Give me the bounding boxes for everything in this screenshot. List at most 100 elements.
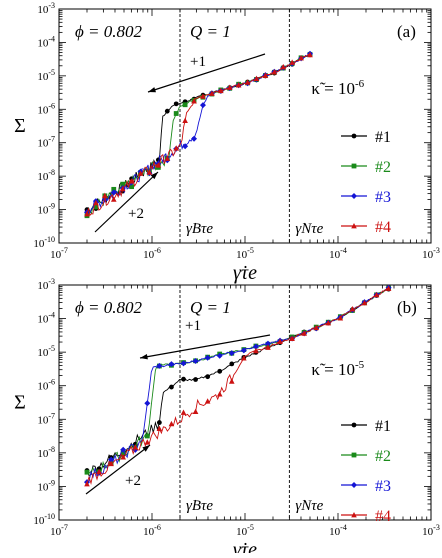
x-axis-title: γ̇τe bbox=[233, 539, 257, 553]
series-3 bbox=[83, 284, 392, 486]
arrow-decreasing-head bbox=[148, 87, 156, 93]
series-4-point bbox=[155, 162, 162, 168]
gamma-n-line-label: γ̇Nτe bbox=[295, 221, 323, 237]
series-4-point bbox=[168, 420, 175, 427]
phi-annotation: ϕ = 0.802 bbox=[75, 298, 143, 317]
series-4-point bbox=[244, 79, 251, 85]
series-4-point bbox=[108, 460, 114, 467]
series-2-point bbox=[111, 186, 117, 192]
legend-label-4: #4 bbox=[375, 508, 391, 525]
series-4-point bbox=[173, 145, 179, 151]
series-4-point bbox=[226, 84, 233, 90]
plot-frame bbox=[58, 8, 432, 244]
x-tick-label: 10-5 bbox=[236, 523, 254, 538]
series-3-point bbox=[144, 400, 151, 407]
y-tick-label: 10-9 bbox=[37, 478, 55, 493]
series-1-point bbox=[205, 374, 211, 380]
x-tick-label: 10-4 bbox=[329, 523, 347, 538]
series-3-point bbox=[240, 347, 247, 354]
series-4-point bbox=[182, 117, 188, 124]
arrow-decreasing-head bbox=[140, 353, 148, 360]
series-4-point bbox=[96, 468, 102, 474]
series-4-point bbox=[313, 324, 320, 331]
series-3-point bbox=[216, 352, 223, 359]
legend-label-1: #1 bbox=[375, 129, 391, 146]
legend-marker-2 bbox=[351, 163, 357, 169]
legend-marker-3 bbox=[351, 193, 357, 199]
y-tick-label: 10-7 bbox=[37, 135, 55, 150]
series-4-point bbox=[156, 425, 163, 432]
series-4-point bbox=[209, 90, 215, 96]
series-4-point bbox=[128, 178, 135, 184]
series-4-point bbox=[120, 454, 126, 460]
series-4-point bbox=[337, 315, 344, 321]
series-2-point bbox=[120, 450, 126, 456]
legend-label-4: #4 bbox=[375, 219, 391, 236]
series-3-point bbox=[120, 446, 127, 453]
series-4-point bbox=[191, 98, 197, 104]
kappa-annotation: κ̃ = 10-5 bbox=[311, 359, 364, 379]
series-2-point bbox=[182, 102, 188, 108]
y-tick-label: 10-9 bbox=[37, 202, 55, 217]
arrow-upper-label: +1 bbox=[185, 318, 201, 334]
series-2-point bbox=[173, 111, 179, 116]
x-tick-label: 10-5 bbox=[236, 246, 254, 261]
series-4-point bbox=[280, 63, 287, 70]
series-4-point bbox=[110, 196, 117, 202]
arrow-decreasing bbox=[139, 334, 271, 359]
series-4-line bbox=[86, 288, 389, 485]
series-4-point bbox=[241, 355, 247, 361]
series-4-point bbox=[361, 299, 368, 306]
series-4-point bbox=[144, 439, 151, 445]
series-3-point bbox=[228, 350, 235, 357]
series-1-point bbox=[229, 361, 235, 367]
gamma-n-line-label: γ̇Nτe bbox=[295, 498, 323, 514]
series-4-point bbox=[84, 210, 90, 217]
series-4-point bbox=[301, 330, 307, 336]
x-tick-label: 10-3 bbox=[422, 246, 440, 261]
x-tick-label: 10-3 bbox=[422, 523, 440, 538]
series-2-point bbox=[129, 184, 134, 190]
arrow-increasing-head bbox=[142, 445, 150, 452]
legend-marker-3 bbox=[351, 482, 357, 488]
series-4-point bbox=[253, 75, 260, 81]
y-tick-label: 10-6 bbox=[37, 378, 55, 393]
legend-label-3: #3 bbox=[375, 478, 391, 495]
series-4-point bbox=[385, 285, 392, 291]
series-4-point bbox=[218, 87, 224, 94]
series-2-point bbox=[84, 469, 90, 475]
series-3-point bbox=[180, 360, 187, 367]
series-4-point bbox=[271, 69, 278, 75]
series-3-point bbox=[204, 354, 211, 361]
series-4 bbox=[84, 285, 392, 487]
y-tick-label: 10-4 bbox=[37, 311, 55, 326]
y-tick-label: 10-4 bbox=[37, 34, 55, 49]
y-tick-label: 10-8 bbox=[37, 168, 55, 183]
series-4-point bbox=[204, 398, 211, 404]
y-tick-label: 10-10 bbox=[33, 512, 55, 527]
series-1-point bbox=[193, 377, 198, 382]
arrow-increasing bbox=[94, 171, 159, 233]
x-tick-label: 10-4 bbox=[329, 246, 347, 261]
y-tick-label: 10-8 bbox=[37, 445, 55, 460]
series-4-point bbox=[262, 72, 269, 78]
arrow-lower-label: +2 bbox=[125, 473, 141, 489]
series-4-point bbox=[349, 306, 356, 312]
arrows: +1 +2 bbox=[85, 318, 271, 495]
series-2-point bbox=[93, 204, 99, 210]
series-1-point bbox=[169, 384, 174, 390]
series-1-line bbox=[86, 288, 389, 477]
kappa-annotation: κ̃ = 10-6 bbox=[311, 78, 364, 98]
series-4-point bbox=[192, 408, 199, 414]
y-tick-label: 10-7 bbox=[37, 411, 55, 426]
series-4-point bbox=[93, 199, 99, 206]
series-4-point bbox=[200, 93, 206, 99]
legend-label-2: #2 bbox=[375, 159, 391, 176]
y-tick-label: 10-6 bbox=[37, 101, 55, 116]
series-4-point bbox=[137, 170, 144, 176]
y-tick-label: 10-10 bbox=[33, 235, 55, 250]
series-4-point bbox=[253, 347, 259, 354]
series-1-point bbox=[156, 420, 162, 425]
